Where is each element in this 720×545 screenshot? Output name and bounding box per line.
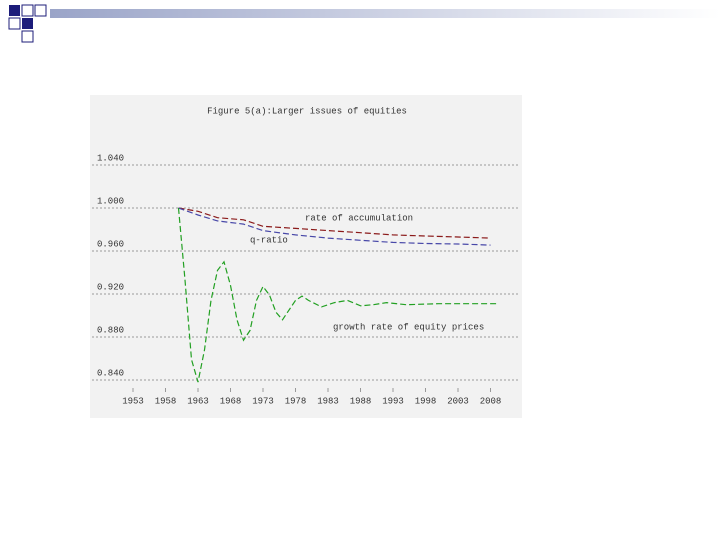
x-tick-label: 1988 [350, 396, 372, 406]
x-tick-label: 2008 [480, 396, 502, 406]
y-tick-label: 0.960 [97, 239, 124, 249]
deco-square [21, 30, 34, 43]
y-tick-label: 0.920 [97, 282, 124, 292]
deco-square [21, 4, 34, 17]
series-label: q-ratio [250, 235, 288, 245]
y-tick-label: 1.040 [97, 153, 124, 163]
x-tick-label: 1983 [317, 396, 339, 406]
x-tick-label: 2003 [447, 396, 469, 406]
y-tick-label: 0.880 [97, 325, 124, 335]
series-line [178, 207, 491, 239]
series-line [178, 207, 491, 246]
deco-square [22, 18, 33, 29]
chart-title: Figure 5(a):Larger issues of equities [207, 106, 407, 116]
series-label: growth rate of equity prices [333, 322, 484, 332]
x-tick-label: 1953 [122, 396, 144, 406]
y-tick-label: 0.840 [97, 368, 124, 378]
x-tick-label: 1978 [285, 396, 307, 406]
x-tick-label: 1993 [382, 396, 404, 406]
x-tick-label: 1973 [252, 396, 274, 406]
x-tick-label: 1958 [155, 396, 177, 406]
deco-square [9, 5, 20, 16]
y-tick-label: 1.000 [97, 196, 124, 206]
x-tick-label: 1968 [220, 396, 242, 406]
x-tick-label: 1998 [415, 396, 437, 406]
header-bar [50, 9, 720, 18]
deco-square [34, 4, 47, 17]
chart-background [90, 95, 522, 418]
deco-square [8, 17, 21, 30]
series-label: rate of accumulation [305, 213, 413, 223]
x-tick-label: 1963 [187, 396, 209, 406]
